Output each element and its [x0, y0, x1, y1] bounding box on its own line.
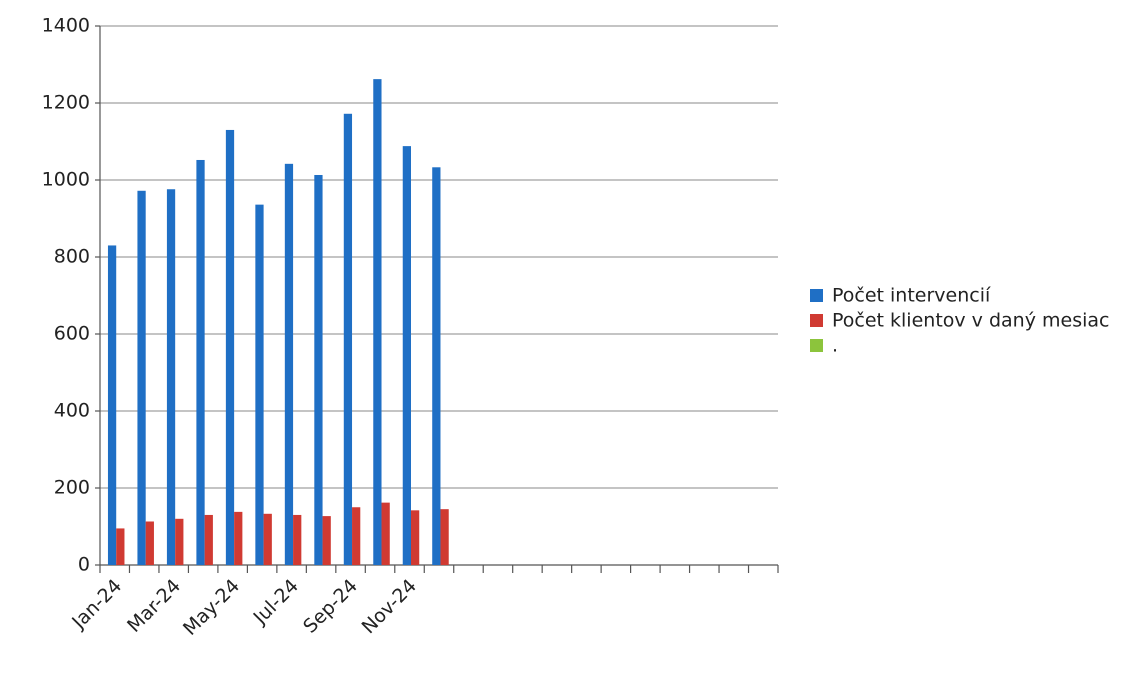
- bar: [343, 113, 353, 565]
- x-tick-label: Nov-24: [358, 575, 421, 638]
- bar: [225, 129, 235, 565]
- bar: [234, 511, 243, 565]
- bar: [137, 190, 146, 565]
- x-tick-label: Jul-24: [249, 575, 303, 629]
- y-tick-label: 1000: [42, 169, 90, 191]
- y-tick-label: 1400: [42, 15, 90, 37]
- y-tick-label: 0: [78, 554, 90, 576]
- bar: [255, 204, 264, 565]
- bar: [116, 528, 125, 565]
- legend-swatch: [810, 289, 823, 302]
- bar: [293, 514, 302, 565]
- bar: [284, 163, 294, 565]
- y-tick-label: 1200: [42, 92, 90, 114]
- x-tick-label: Sep-24: [299, 575, 362, 638]
- bar: [352, 507, 361, 565]
- bar: [432, 167, 441, 566]
- bar: [373, 79, 382, 565]
- y-tick-label: 200: [54, 477, 90, 499]
- bar: [314, 174, 323, 565]
- x-tick-label: Mar-24: [123, 575, 185, 637]
- bar: [204, 514, 213, 565]
- bar: [196, 159, 205, 566]
- legend-label: .: [832, 335, 838, 357]
- bar: [145, 521, 154, 565]
- bar: [381, 502, 390, 565]
- legend-label: Počet klientov v daný mesiac: [832, 310, 1109, 332]
- bar: [263, 513, 272, 565]
- x-tick-label: Jan-24: [67, 575, 126, 634]
- y-tick-label: 600: [54, 323, 90, 345]
- bar: [410, 510, 420, 565]
- bar: [402, 146, 411, 565]
- bar: [166, 189, 176, 566]
- bar: [107, 245, 117, 565]
- bar: [440, 509, 449, 565]
- bar: [175, 518, 184, 565]
- legend-swatch: [810, 314, 823, 327]
- legend-swatch: [810, 339, 823, 352]
- y-tick-label: 800: [54, 246, 90, 268]
- bar: [322, 516, 331, 565]
- x-tick-label: May-24: [179, 575, 244, 640]
- legend-label: Počet intervencií: [832, 285, 991, 307]
- y-tick-label: 400: [54, 400, 90, 422]
